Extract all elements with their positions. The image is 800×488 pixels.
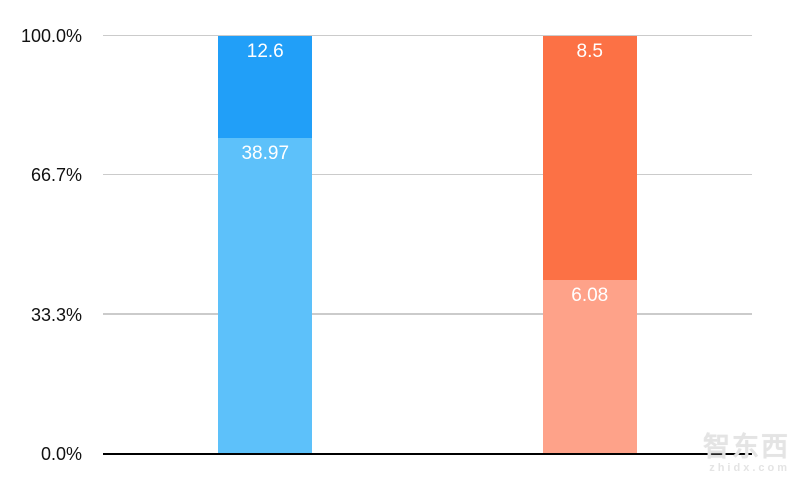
y-axis-tick-label: 33.3%	[30, 304, 82, 325]
bar-1-segment-top: 12.6	[218, 36, 313, 139]
watermark-url-text: zhidx.com	[709, 462, 790, 474]
x-axis-line	[103, 453, 752, 455]
gridline	[103, 313, 752, 315]
bar-1-segment-bottom: 38.97	[218, 138, 313, 454]
y-axis-tick-label: 0.0%	[40, 444, 82, 464]
watermark-logo-text: 智东西	[703, 432, 790, 462]
gridline	[103, 34, 752, 36]
gridline	[103, 173, 752, 176]
bar-2: 8.5 6.08	[542, 36, 637, 454]
y-axis-tick-label: 66.7%	[30, 165, 82, 186]
segment-value-label: 12.6	[246, 41, 284, 62]
segment-value-label: 38.97	[241, 143, 290, 165]
y-axis-tick-label: 100.0%	[20, 26, 82, 46]
segment-value-label: 8.5	[576, 41, 603, 62]
plot-area: 12.6 38.97 8.5 6.08	[103, 34, 752, 455]
segment-value-label: 6.08	[571, 284, 609, 306]
bar-2-segment-top: 8.5	[542, 36, 637, 280]
watermark: 智东西 zhidx.com	[703, 432, 790, 474]
bar-1: 12.6 38.97	[218, 36, 313, 454]
bar-2-segment-bottom: 6.08	[542, 279, 637, 454]
